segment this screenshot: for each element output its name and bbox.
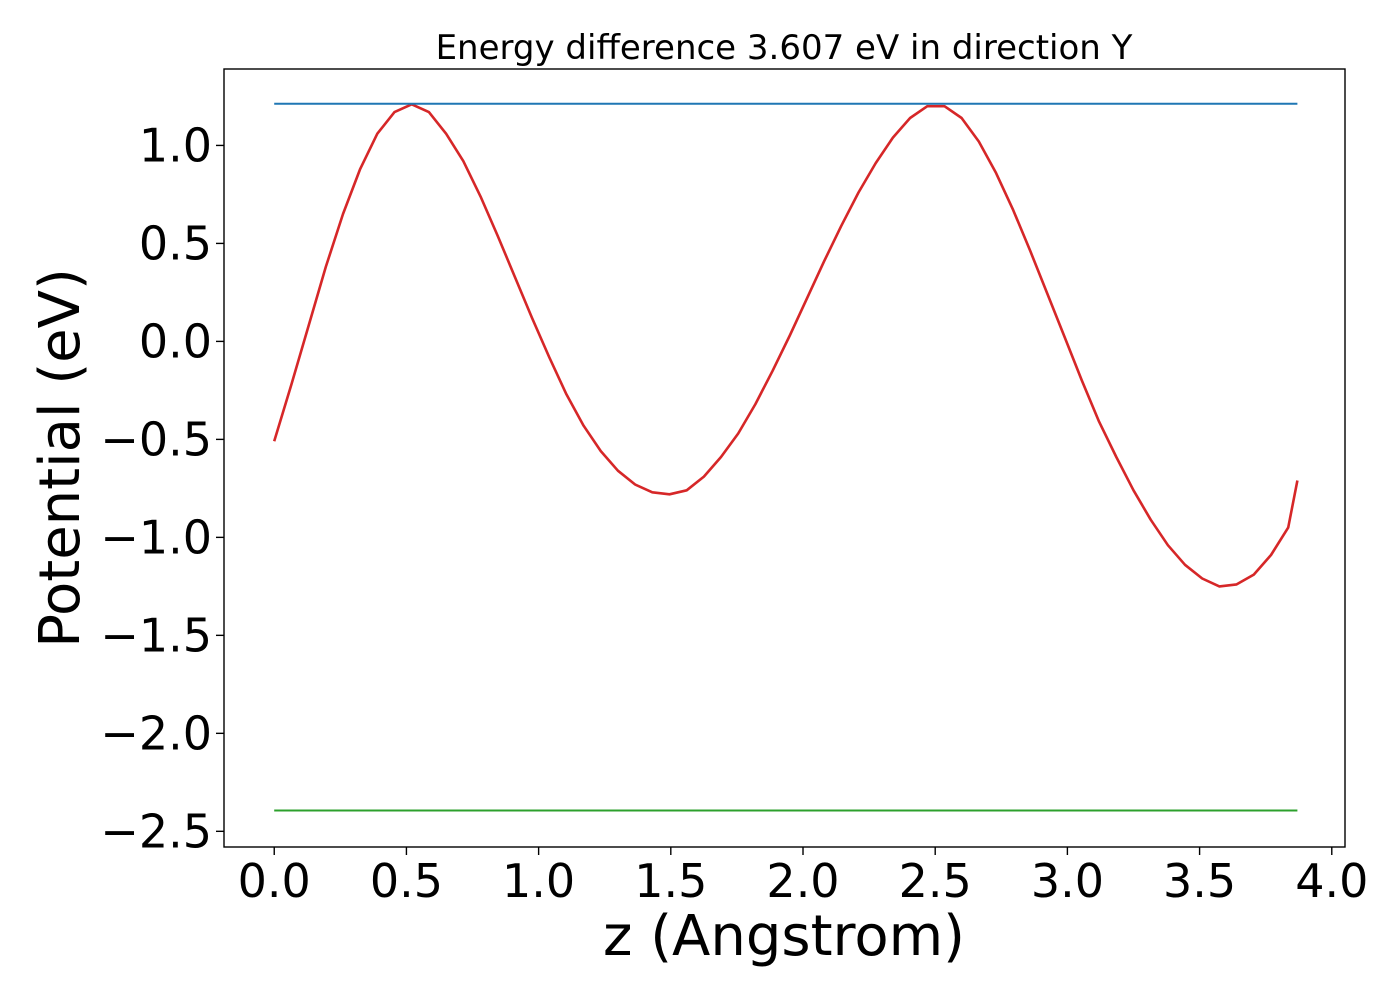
y-tick-label: 1.0 [139, 118, 212, 172]
x-tick-label: 3.0 [1031, 854, 1104, 908]
chart-title: Energy difference 3.607 eV in direction … [436, 28, 1133, 68]
x-tick-label: 0.0 [238, 854, 311, 908]
series-line-0 [272, 103, 1299, 588]
x-tick-label: 4.0 [1295, 854, 1368, 908]
x-tick-label: 2.5 [899, 854, 972, 908]
x-axis: 0.0 0.5 1.0 1.5 2.0 2.5 3.0 3.5 4.0 [238, 847, 1368, 908]
y-axis-label: Potential (eV) [28, 268, 93, 648]
x-tick-label: 0.5 [370, 854, 443, 908]
x-tick-label: 1.0 [502, 854, 575, 908]
y-tick-label: −1.0 [100, 510, 212, 564]
series-layer [272, 102, 1299, 812]
x-tick-label: 3.5 [1163, 854, 1236, 908]
y-tick-label: −2.5 [100, 804, 212, 858]
y-tick-label: −2.0 [100, 706, 212, 760]
y-tick-label: 0.0 [139, 314, 212, 368]
y-tick-label: −0.5 [100, 412, 212, 466]
plot-area-frame [223, 68, 1346, 848]
y-tick-label: −1.5 [100, 608, 212, 662]
x-axis-label: z (Angstrom) [603, 904, 965, 969]
y-axis: 1.0 0.5 0.0 −0.5 −1.0 −1.5 −2.0 −2.5 [100, 118, 224, 858]
x-tick-label: 1.5 [634, 854, 707, 908]
y-tick-label: 0.5 [139, 216, 212, 270]
x-tick-label: 2.0 [766, 854, 839, 908]
